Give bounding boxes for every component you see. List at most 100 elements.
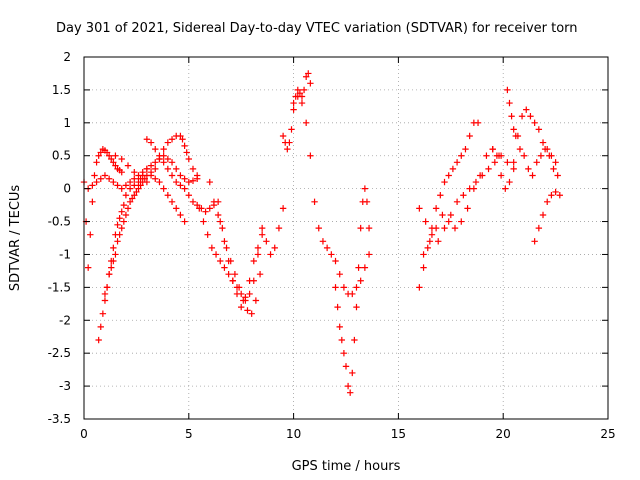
x-axis-title: GPS time / hours	[292, 459, 401, 474]
data-point-prn-o	[476, 172, 484, 179]
data-point-prn-i	[219, 224, 226, 232]
data-point-prn-n	[485, 165, 492, 173]
data-point-prn-c	[160, 185, 167, 192]
data-point-prn-h	[233, 290, 241, 298]
data-point-prn-c	[131, 182, 138, 189]
data-point-prn-n	[416, 205, 423, 212]
data-point-prn-e	[179, 136, 186, 143]
data-point-prn-f	[185, 192, 192, 199]
x-tick-label: 10	[286, 427, 301, 441]
data-point-prn-f	[206, 205, 213, 212]
data-point-prn-j	[305, 70, 312, 77]
data-point-prn-d	[137, 182, 144, 189]
data-point-prn-l	[346, 389, 354, 396]
data-point-prn-b	[89, 182, 96, 189]
data-point-prn-l	[355, 264, 362, 271]
chart-title: Day 301 of 2021, Sidereal Day-to-day VTE…	[56, 21, 578, 36]
data-point-prn-p	[502, 185, 509, 192]
data-point-prn-b	[114, 182, 121, 189]
data-point-prn-d	[112, 251, 119, 258]
data-point-prn-e	[160, 145, 167, 153]
data-point-prn-p	[497, 172, 505, 179]
data-point-prn-a	[87, 231, 94, 238]
data-point-prn-i	[248, 310, 255, 317]
data-point-prn-i	[214, 211, 222, 219]
data-point-prn-p	[506, 178, 513, 186]
data-point-prn-j	[284, 145, 291, 153]
data-point-prn-q	[554, 172, 561, 179]
data-point-prn-j	[294, 86, 301, 94]
data-point-prn-n	[504, 159, 511, 166]
data-point-prn-i	[235, 284, 243, 291]
data-point-prn-d	[105, 271, 113, 278]
y-axis-title: SDTVAR / TECUs	[8, 185, 23, 292]
data-point-prn-o	[470, 185, 478, 192]
y-tick-label: 1	[63, 116, 71, 130]
data-point-prn-l	[332, 284, 339, 291]
data-point-prn-f	[173, 178, 180, 186]
data-point-prn-p	[523, 106, 530, 113]
data-point-prn-h	[217, 218, 224, 225]
data-point-prn-c	[122, 192, 130, 199]
data-point-prn-r	[531, 238, 538, 245]
data-point-prn-g	[246, 290, 253, 298]
data-point-prn-p	[552, 159, 559, 166]
data-point-prn-a	[112, 162, 119, 169]
data-point-prn-f	[152, 145, 159, 153]
data-point-prn-m	[458, 152, 465, 159]
data-point-prn-m	[474, 119, 482, 127]
data-point-prn-m	[462, 145, 469, 153]
data-point-prn-m	[466, 132, 473, 140]
data-point-prn-j	[302, 73, 310, 80]
data-point-prn-d	[116, 231, 123, 238]
data-point-prn-q	[546, 152, 553, 159]
data-point-prn-q	[550, 165, 557, 173]
data-point-prn-f	[164, 165, 172, 173]
data-point-prn-o	[464, 205, 471, 212]
x-tick-label: 0	[80, 427, 88, 441]
data-point-prn-l	[365, 224, 373, 232]
data-point-prn-f	[177, 182, 184, 189]
data-point-prn-g	[258, 224, 266, 232]
data-point-prn-m	[445, 172, 452, 179]
data-point-prn-m	[453, 159, 461, 166]
data-point-prn-b	[147, 162, 155, 169]
data-point-prn-g	[225, 271, 232, 278]
data-point-prn-i	[252, 297, 260, 304]
data-point-prn-q	[520, 152, 528, 159]
data-point-prn-h	[263, 238, 270, 245]
data-point-prn-r	[539, 211, 547, 219]
y-tick-label: 0	[63, 182, 71, 196]
data-point-prn-n	[453, 198, 461, 205]
data-point-prn-b	[168, 159, 176, 166]
data-point-prn-b	[97, 175, 104, 182]
data-point-prn-b	[173, 165, 180, 173]
data-point-prn-b	[185, 178, 192, 186]
data-point-prn-n	[428, 231, 436, 238]
data-point-prn-q	[512, 132, 519, 140]
data-point-prn-r	[535, 224, 543, 232]
data-point-prn-r	[544, 198, 551, 205]
data-point-prn-m	[432, 205, 440, 212]
data-point-prn-e	[168, 136, 176, 143]
data-point-prn-l	[336, 323, 343, 331]
data-point-prn-b	[93, 178, 100, 186]
data-point-prn-n	[422, 218, 429, 225]
data-point-prn-e	[112, 152, 119, 159]
data-point-prn-m	[449, 165, 457, 173]
data-point-prn-f	[156, 152, 163, 159]
data-point-prn-i	[227, 257, 234, 265]
data-point-prn-a	[103, 149, 111, 156]
data-point-prn-p	[527, 113, 534, 120]
y-tick-label: -1	[59, 247, 71, 261]
data-point-prn-c	[101, 297, 109, 304]
data-point-prn-o	[432, 224, 440, 232]
data-point-prn-e	[147, 172, 155, 179]
data-point-prn-b	[105, 175, 113, 182]
data-point-prn-n	[491, 159, 499, 166]
data-point-prn-e	[137, 175, 144, 182]
data-point-prn-n	[441, 224, 448, 232]
data-point-prn-h	[229, 277, 237, 284]
data-point-prn-h	[275, 224, 283, 232]
